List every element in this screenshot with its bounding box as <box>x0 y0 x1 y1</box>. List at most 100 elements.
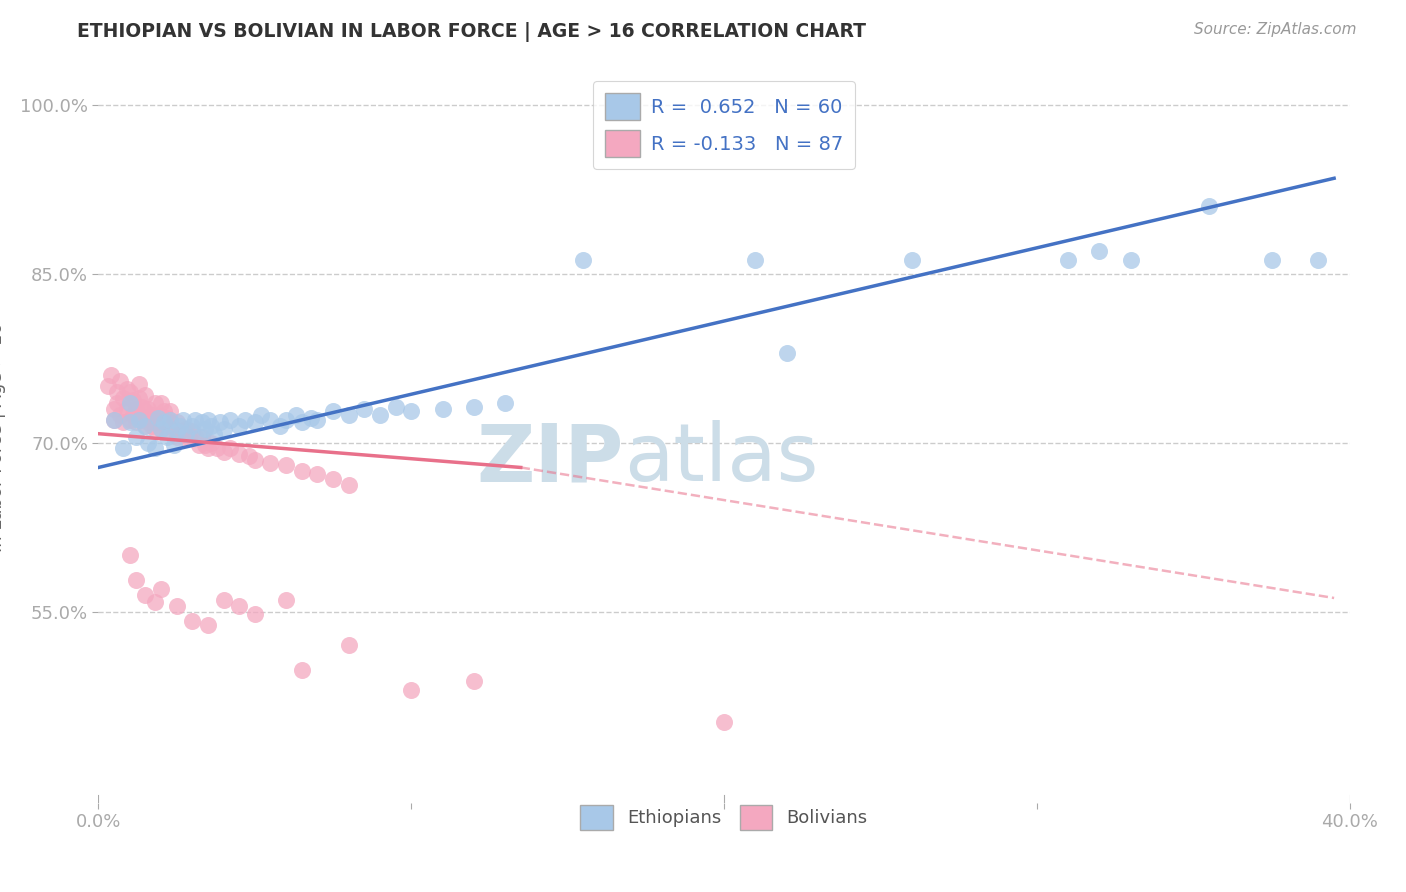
Point <box>190 416 212 430</box>
Point <box>166 599 188 613</box>
Point <box>744 253 766 268</box>
Point <box>299 411 322 425</box>
Point <box>187 430 209 444</box>
Point <box>103 401 125 416</box>
Point <box>463 400 485 414</box>
Point <box>134 388 156 402</box>
Point <box>121 408 143 422</box>
Point <box>212 444 235 458</box>
Point <box>207 442 229 456</box>
Point <box>141 408 163 422</box>
Point <box>238 449 260 463</box>
Text: ETHIOPIAN VS BOLIVIAN IN LABOR FORCE | AGE > 16 CORRELATION CHART: ETHIOPIAN VS BOLIVIAN IN LABOR FORCE | A… <box>77 22 866 42</box>
Point <box>200 418 222 433</box>
Point <box>432 401 454 416</box>
Point <box>291 416 314 430</box>
Point <box>128 408 150 422</box>
Point <box>134 404 156 418</box>
Point <box>110 374 132 388</box>
Point <box>900 253 922 268</box>
Point <box>181 418 204 433</box>
Point <box>307 467 329 482</box>
Point <box>128 413 150 427</box>
Point <box>159 416 181 430</box>
Point <box>218 413 240 427</box>
Point <box>259 413 281 427</box>
Point <box>138 435 160 450</box>
Point <box>181 425 204 439</box>
Point <box>212 422 235 436</box>
Point <box>169 425 191 439</box>
Point <box>146 411 169 425</box>
Point <box>103 413 125 427</box>
Point <box>776 345 799 359</box>
Point <box>197 413 219 427</box>
Point <box>243 452 266 467</box>
Point <box>125 573 148 587</box>
Point <box>156 422 179 436</box>
Point <box>110 408 132 422</box>
Point <box>105 385 128 400</box>
Point <box>322 472 344 486</box>
Point <box>134 418 156 433</box>
Point <box>115 401 138 416</box>
Point <box>187 438 209 452</box>
Point <box>179 430 201 444</box>
Point <box>212 593 235 607</box>
Point <box>291 663 314 677</box>
Point <box>1198 199 1220 213</box>
Point <box>259 456 281 470</box>
Point <box>146 416 169 430</box>
Point <box>337 408 360 422</box>
Point <box>401 404 423 418</box>
Point <box>166 416 188 430</box>
Point <box>190 430 212 444</box>
Point <box>1119 253 1142 268</box>
Point <box>128 377 150 392</box>
Point <box>194 422 217 436</box>
Y-axis label: In Labor Force | Age > 16: In Labor Force | Age > 16 <box>0 322 6 552</box>
Point <box>118 396 141 410</box>
Point <box>118 396 141 410</box>
Point <box>494 396 516 410</box>
Point <box>169 418 191 433</box>
Point <box>184 430 207 444</box>
Point <box>274 458 298 473</box>
Point <box>143 442 166 456</box>
Point <box>125 416 148 430</box>
Point <box>159 404 181 418</box>
Point <box>200 435 222 450</box>
Point <box>159 413 181 427</box>
Point <box>243 416 266 430</box>
Point <box>235 413 257 427</box>
Point <box>172 430 194 444</box>
Point <box>1088 244 1111 259</box>
Point <box>162 422 184 436</box>
Point <box>197 618 219 632</box>
Point <box>156 411 179 425</box>
Point <box>218 442 240 456</box>
Point <box>194 438 217 452</box>
Point <box>143 595 166 609</box>
Point <box>141 418 163 433</box>
Point <box>138 401 160 416</box>
Point <box>307 413 329 427</box>
Point <box>209 416 232 430</box>
Legend: Ethiopians, Bolivians: Ethiopians, Bolivians <box>574 797 875 838</box>
Point <box>1308 253 1330 268</box>
Point <box>150 422 173 436</box>
Point <box>181 614 204 628</box>
Point <box>143 422 166 436</box>
Point <box>274 593 298 607</box>
Point <box>166 425 188 439</box>
Point <box>131 413 153 427</box>
Point <box>274 413 298 427</box>
Point <box>131 400 153 414</box>
Point <box>284 408 307 422</box>
Point <box>228 418 250 433</box>
Point <box>368 408 391 422</box>
Point <box>150 396 173 410</box>
Point <box>100 368 122 383</box>
Point <box>174 426 197 441</box>
Point <box>172 413 194 427</box>
